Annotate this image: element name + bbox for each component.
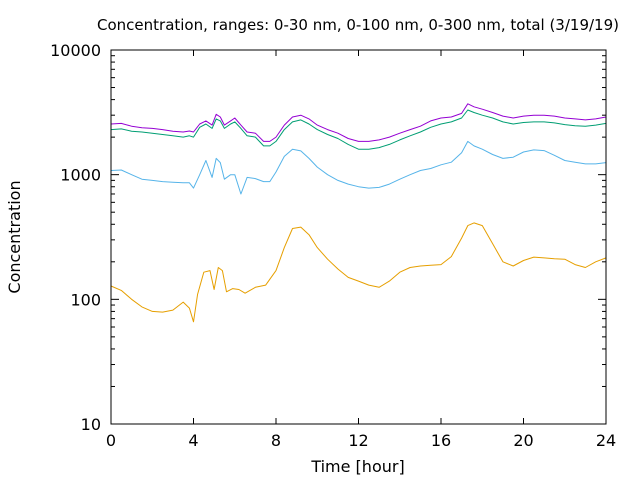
y-tick-label: 1000 bbox=[60, 166, 101, 185]
x-tick-label: 0 bbox=[106, 431, 116, 450]
y-axis-label: Concentration bbox=[5, 180, 24, 293]
tick-layer: 0 4 8 12 16 20 24 10 100 1000 10000 bbox=[50, 41, 616, 450]
x-tick-label: 8 bbox=[271, 431, 281, 450]
x-axis-label: Time [hour] bbox=[310, 457, 404, 476]
y-tick-label: 10 bbox=[81, 415, 101, 434]
series-line-3 bbox=[110, 140, 607, 195]
series-line-4 bbox=[110, 222, 607, 323]
x-tick-label: 20 bbox=[513, 431, 533, 450]
x-tick-label: 12 bbox=[348, 431, 368, 450]
x-tick-label: 24 bbox=[596, 431, 616, 450]
plot-frame bbox=[110, 49, 607, 425]
series-line-2 bbox=[110, 109, 607, 150]
series-layer bbox=[110, 103, 607, 323]
y-tick-label: 10000 bbox=[50, 41, 101, 60]
series-line-1 bbox=[110, 103, 607, 142]
chart-title: Concentration, ranges: 0-30 nm, 0-100 nm… bbox=[97, 16, 619, 34]
y-tick-label: 100 bbox=[70, 290, 101, 309]
x-tick-label: 4 bbox=[188, 431, 198, 450]
x-tick-label: 16 bbox=[431, 431, 451, 450]
